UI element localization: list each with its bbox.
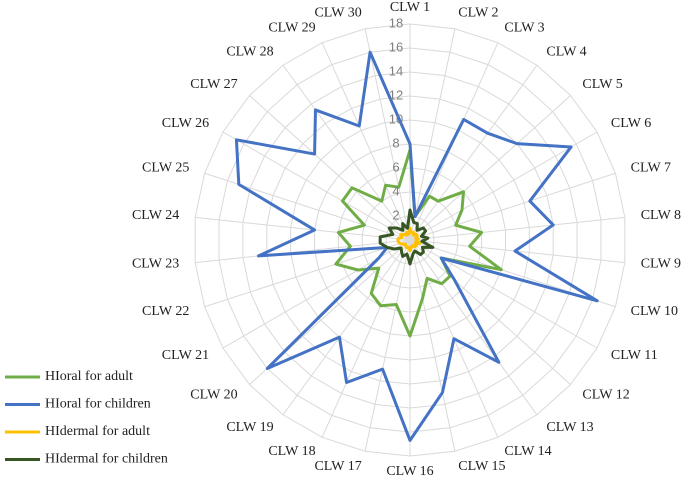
spoke [195, 239, 411, 264]
spoke [249, 95, 411, 241]
category-label: CLW 6 [611, 116, 651, 131]
y-tick-label: 10 [389, 111, 403, 126]
spoke [409, 172, 616, 241]
category-label: CLW 22 [142, 304, 189, 319]
y-tick-label: 6 [392, 159, 399, 174]
category-label: CLW 10 [631, 304, 678, 319]
category-label: CLW 25 [142, 161, 189, 176]
category-label: CLW 3 [504, 20, 544, 35]
legend-label: HIoral for children [45, 397, 151, 412]
y-tick-label: 12 [389, 87, 403, 102]
category-label: CLW 27 [190, 77, 237, 92]
category-label: CLW 4 [546, 45, 586, 60]
spoke [364, 239, 411, 452]
category-label: CLW 24 [132, 208, 179, 223]
spoke [409, 239, 456, 452]
spoke [204, 239, 411, 308]
category-label: CLW 13 [546, 420, 593, 435]
legend-label: HIdermal for adult [45, 424, 150, 439]
spoke [364, 28, 411, 241]
category-label: CLW 23 [132, 256, 179, 271]
category-label: CLW 12 [582, 387, 629, 402]
category-label: CLW 21 [162, 348, 209, 363]
category-label: CLW 29 [268, 20, 315, 35]
y-tick-label: 2 [392, 207, 399, 222]
category-label: CLW 7 [631, 161, 671, 176]
category-label: CLW 19 [226, 420, 273, 435]
spoke [409, 239, 571, 385]
series-line [378, 208, 435, 266]
spoke [409, 95, 571, 241]
spoke [409, 28, 456, 241]
series-line [234, 50, 599, 442]
category-label: CLW 20 [190, 387, 237, 402]
category-label: CLW 16 [386, 464, 433, 479]
spoke [282, 239, 411, 416]
spoke [321, 239, 411, 438]
category-label: CLW 11 [611, 348, 658, 363]
series-line [334, 148, 503, 338]
spoke [409, 239, 538, 416]
legend-label: HIoral for adult [45, 369, 133, 384]
category-label: CLW 5 [582, 77, 622, 92]
spoke [409, 216, 625, 241]
category-label: CLW 2 [458, 5, 498, 20]
spoke [409, 131, 598, 241]
spoke [409, 64, 538, 241]
spoke [204, 172, 411, 241]
y-tick-label: 14 [389, 63, 403, 78]
y-tick-label: 8 [392, 135, 399, 150]
category-label: CLW 28 [226, 45, 273, 60]
spoke [282, 64, 411, 241]
series-line [396, 226, 422, 253]
category-label: CLW 8 [641, 208, 681, 223]
category-label: CLW 30 [314, 5, 361, 20]
category-label: CLW 15 [458, 459, 505, 474]
y-tick-label: 4 [392, 183, 399, 198]
category-label: CLW 1 [390, 0, 430, 15]
category-label: CLW 17 [314, 459, 361, 474]
spoke [321, 42, 411, 241]
y-tick-label: 18 [389, 15, 403, 30]
legend-label: HIdermal for children [45, 452, 168, 467]
y-tick-label: 16 [389, 39, 403, 54]
spoke [195, 216, 411, 241]
category-label: CLW 26 [162, 116, 209, 131]
category-label: CLW 14 [504, 444, 551, 459]
category-label: CLW 9 [641, 256, 681, 271]
category-label: CLW 18 [268, 444, 315, 459]
spoke [222, 131, 411, 241]
